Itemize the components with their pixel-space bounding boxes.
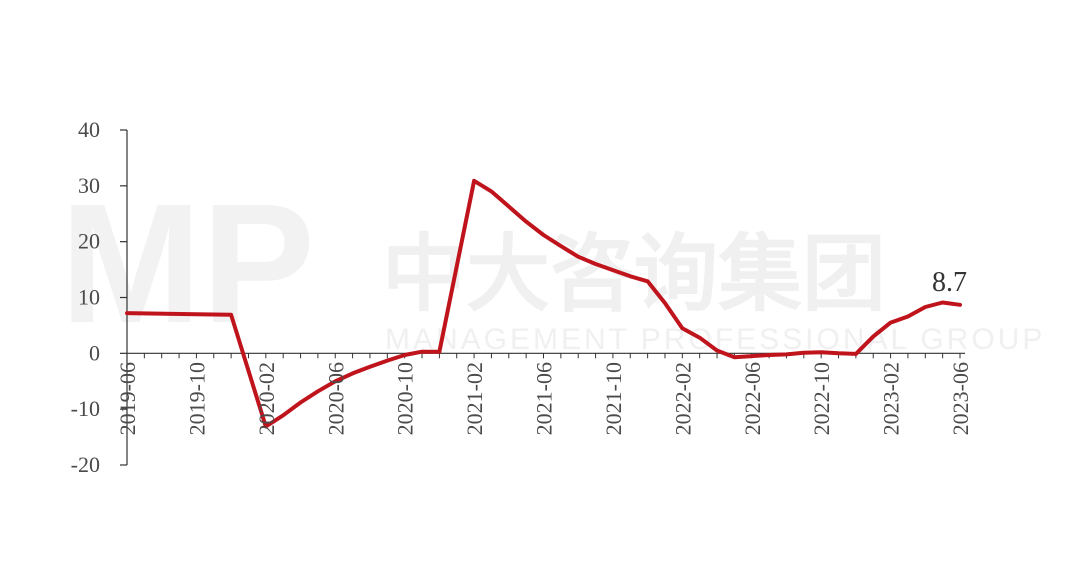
y-tick-label: 0 (89, 340, 100, 365)
data-point (716, 349, 718, 352)
y-tick-label: -10 (71, 396, 100, 421)
x-tick-label: 2021-02 (462, 362, 487, 435)
data-point (959, 304, 961, 306)
data-point (525, 220, 527, 223)
data-point (820, 351, 822, 354)
data-point (560, 245, 562, 247)
x-tick-label: 2023-02 (879, 362, 904, 435)
x-tick-label: 2019-10 (184, 362, 209, 435)
x-tick-label: 2020-06 (323, 362, 348, 435)
data-point (872, 335, 874, 338)
series-layer (125, 178, 962, 429)
data-label: 8.7 (932, 267, 967, 298)
data-point (664, 302, 666, 304)
x-tick-label: 2019-06 (115, 362, 140, 435)
data-point (334, 380, 337, 383)
x-tick-label: 2022-02 (670, 362, 695, 435)
data-point (230, 314, 232, 316)
data-point (629, 275, 632, 278)
y-tick-label: 40 (78, 117, 100, 142)
watermark-logo: MP (60, 169, 315, 359)
y-tick-label: -20 (71, 452, 100, 477)
x-tick-label: 2020-10 (393, 362, 418, 435)
x-tick-label: 2021-10 (601, 362, 626, 435)
data-point (681, 327, 684, 330)
data-point (473, 180, 475, 182)
data-point (924, 306, 927, 308)
data-point (941, 301, 944, 304)
data-point (594, 263, 597, 265)
data-point (646, 280, 649, 283)
data-point (438, 350, 441, 353)
data-point (317, 390, 319, 393)
data-point (386, 359, 389, 362)
data-point (508, 205, 510, 208)
x-tick-label: 2022-10 (809, 362, 834, 435)
data-point (785, 353, 788, 356)
watermark: MP 中大咨询集团 MANAGEMENT PROFESSIONAL GROUP (60, 169, 1042, 359)
data-point (369, 365, 371, 368)
watermark-cn-text: 中大咨询集团 (382, 225, 886, 323)
data-point (490, 190, 493, 193)
data-point (768, 354, 770, 356)
y-tick-label: 30 (78, 173, 100, 198)
data-point (265, 425, 267, 428)
data-point (195, 313, 198, 316)
y-tick-label: 10 (78, 285, 100, 310)
data-point (421, 350, 423, 353)
x-tick-label: 2023-06 (948, 362, 973, 435)
data-point (803, 352, 805, 354)
data-point (403, 354, 406, 356)
data-point (542, 234, 545, 236)
data-point (351, 372, 354, 375)
data-point (733, 356, 736, 359)
data-point (299, 401, 302, 404)
y-tick-label: 20 (78, 229, 100, 254)
x-tick-label: 2022-06 (740, 362, 765, 435)
data-point (282, 414, 285, 417)
data-point (751, 355, 753, 357)
data-point (612, 269, 614, 271)
data-point (907, 315, 909, 318)
data-point (577, 255, 579, 258)
data-point (889, 321, 892, 324)
x-tick-label: 2020-02 (254, 362, 279, 435)
x-tick-label: 2021-06 (532, 362, 557, 435)
data-point (126, 312, 128, 314)
data-point (698, 336, 701, 339)
tick-labels: 40 30 20 10 0 -10 -20 2019-06 2019-10 2020-02 2020… (71, 117, 973, 477)
data-point (837, 352, 840, 355)
annotations: 8.7 (932, 267, 967, 298)
data-point (855, 353, 857, 355)
